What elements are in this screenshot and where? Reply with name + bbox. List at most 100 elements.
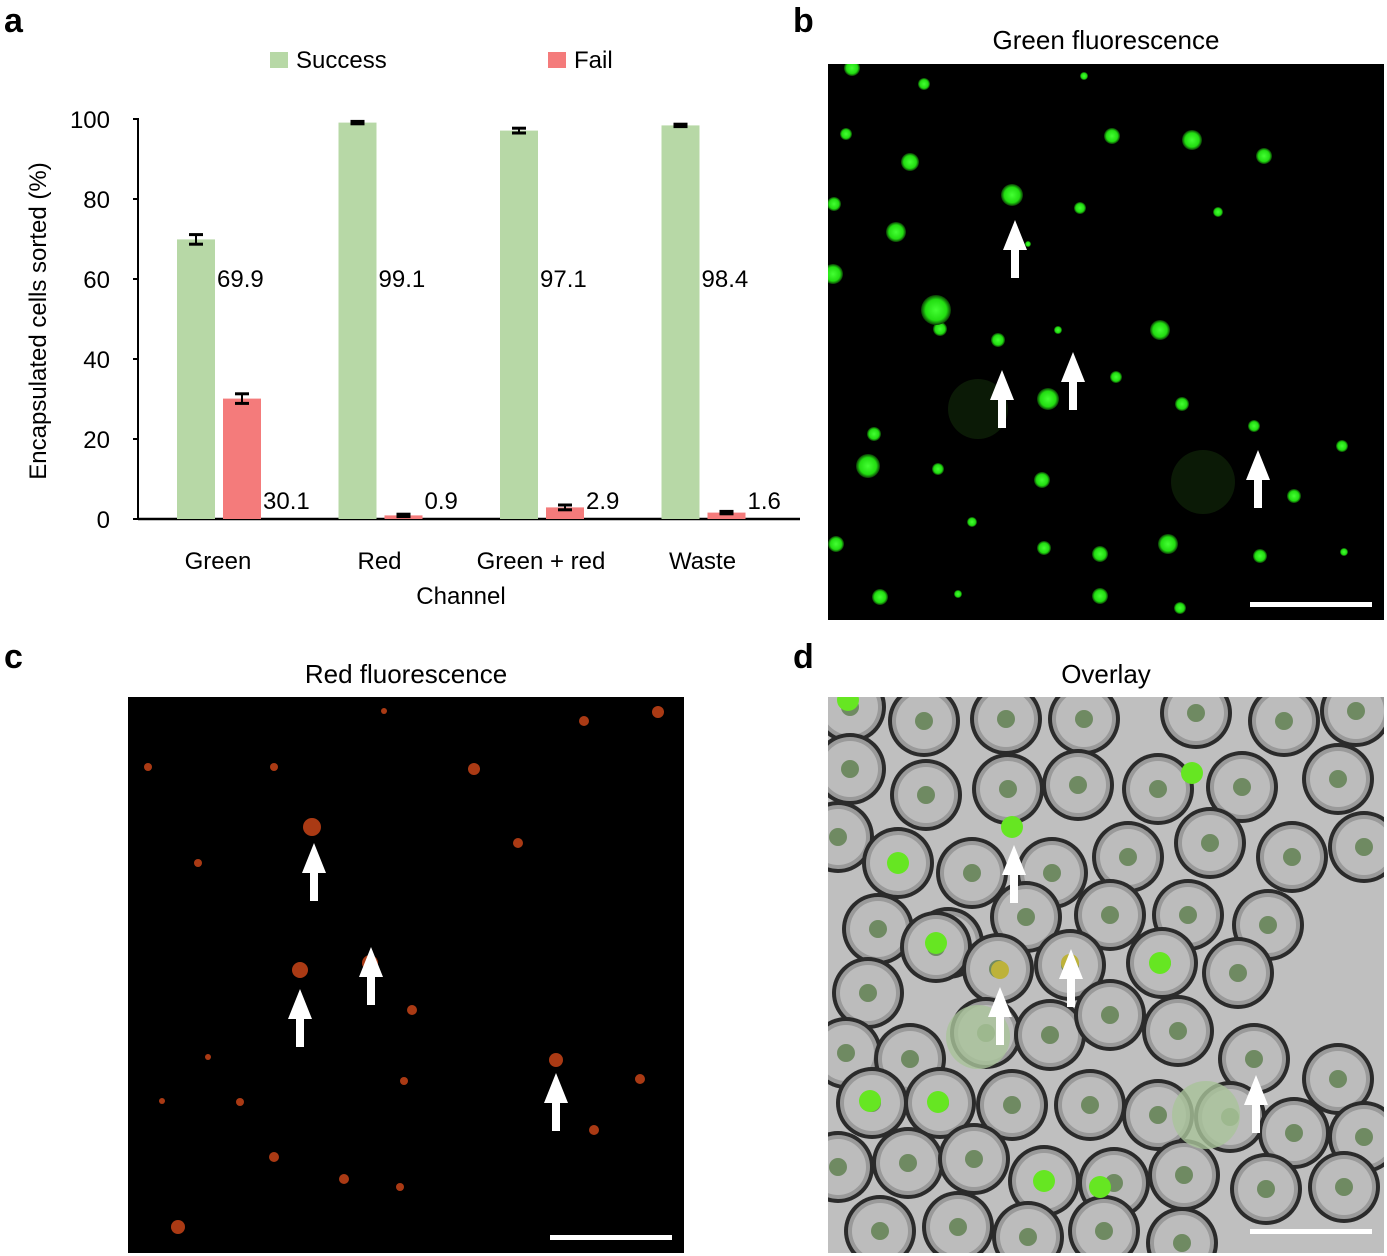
droplet <box>828 733 886 805</box>
bar-chart: Success Fail 0 20 40 60 80 100 Encapsulated cel… <box>25 47 800 610</box>
green-droplet <box>967 517 977 527</box>
panel-letter-d: d <box>793 638 814 676</box>
droplet <box>1146 1207 1218 1253</box>
green-droplet <box>1110 371 1122 383</box>
green-cell <box>927 1091 949 1113</box>
bar-fail <box>707 512 746 519</box>
green-droplet <box>1092 546 1108 562</box>
scale-bar <box>550 1235 672 1240</box>
green-droplet <box>1174 602 1186 614</box>
droplet <box>1258 1097 1330 1169</box>
red-droplet <box>144 763 152 771</box>
green-droplet <box>1037 541 1051 555</box>
legend-swatch-fail <box>548 52 566 68</box>
green-droplet <box>1074 202 1086 214</box>
green-droplet <box>1287 489 1301 503</box>
data-label: 30.1 <box>263 488 310 515</box>
green-droplet <box>1182 130 1202 150</box>
red-droplet <box>303 818 321 836</box>
arrow-up-icon <box>1246 450 1270 508</box>
red-droplet <box>236 1098 244 1106</box>
droplet <box>1068 1195 1140 1253</box>
green-droplet <box>901 153 919 171</box>
bar-success <box>177 239 215 519</box>
droplet <box>936 837 1008 909</box>
panel-letter-b: b <box>793 2 814 40</box>
data-label: 69.9 <box>217 266 264 293</box>
green-droplet <box>1175 397 1189 411</box>
red-droplet <box>292 962 308 978</box>
green-cell <box>837 697 859 711</box>
green-droplet <box>867 427 881 441</box>
green-droplet <box>918 78 930 90</box>
data-label: 98.4 <box>702 266 749 293</box>
red-fluorescence-image <box>128 697 684 1253</box>
red-droplet <box>407 1005 417 1015</box>
green-droplet <box>844 64 860 76</box>
green-droplet <box>828 536 844 552</box>
y-tick-label: 40 <box>83 347 110 374</box>
red-droplet <box>579 716 589 726</box>
data-label: 0.9 <box>425 488 458 515</box>
droplet <box>976 1069 1048 1141</box>
x-category-label: Green <box>185 548 252 575</box>
green-droplet <box>1253 549 1267 563</box>
droplet <box>1308 1151 1380 1223</box>
droplet <box>1230 1153 1302 1225</box>
green-droplet <box>840 128 852 140</box>
droplet <box>844 1195 916 1253</box>
droplet <box>872 1127 944 1199</box>
arrow-up-icon <box>1244 1075 1268 1133</box>
green-droplet <box>886 222 906 242</box>
x-category-label: Green + red <box>477 548 606 575</box>
arrow-up-icon <box>988 987 1012 1045</box>
dim-droplet <box>1172 1081 1240 1149</box>
red-droplet <box>635 1074 645 1084</box>
green-droplet <box>1025 241 1031 247</box>
data-label: 99.1 <box>379 266 426 293</box>
red-droplet <box>339 1174 349 1184</box>
yellow-cell <box>991 961 1009 979</box>
green-droplet <box>856 454 880 478</box>
droplet <box>842 893 914 965</box>
green-droplet <box>1001 184 1023 206</box>
arrow-up-icon <box>302 843 326 901</box>
green-cell <box>1149 952 1171 974</box>
droplet <box>1074 979 1146 1051</box>
droplet <box>1054 1069 1126 1141</box>
arrow-up-icon <box>1059 949 1083 1007</box>
green-cell <box>1181 762 1203 784</box>
droplet <box>1302 1043 1374 1115</box>
droplet <box>890 759 962 831</box>
droplet <box>1014 999 1086 1071</box>
panel-title-overlay: Overlay <box>1061 659 1151 689</box>
red-droplet <box>513 838 523 848</box>
red-droplet <box>396 1183 404 1191</box>
red-droplet <box>400 1077 408 1085</box>
bars: 69.9 30.1 99.1 0.9 97.1 2.9 98.4 1.6 <box>177 119 781 520</box>
droplet <box>938 1123 1010 1195</box>
red-droplet <box>381 708 387 714</box>
green-droplet <box>828 197 841 211</box>
green-droplet <box>932 463 944 475</box>
green-fluorescence-image <box>828 64 1384 620</box>
green-droplet <box>1150 320 1170 340</box>
droplet <box>832 957 904 1029</box>
bar-success <box>338 122 377 519</box>
droplet <box>1206 751 1278 823</box>
data-label: 1.6 <box>748 488 781 515</box>
droplet <box>1328 811 1384 883</box>
green-droplet <box>1336 440 1348 452</box>
dim-droplet <box>1171 450 1235 514</box>
droplet <box>1142 995 1214 1067</box>
red-droplet <box>171 1220 185 1234</box>
droplet <box>1122 1079 1194 1151</box>
droplet <box>1042 749 1114 821</box>
droplet <box>922 1191 994 1253</box>
droplet <box>1218 1023 1290 1095</box>
dim-droplet <box>946 1005 1010 1069</box>
green-droplet <box>1104 128 1120 144</box>
red-droplet <box>270 763 278 771</box>
panel-letter-a: a <box>4 2 23 40</box>
scale-bar <box>1250 1229 1372 1234</box>
